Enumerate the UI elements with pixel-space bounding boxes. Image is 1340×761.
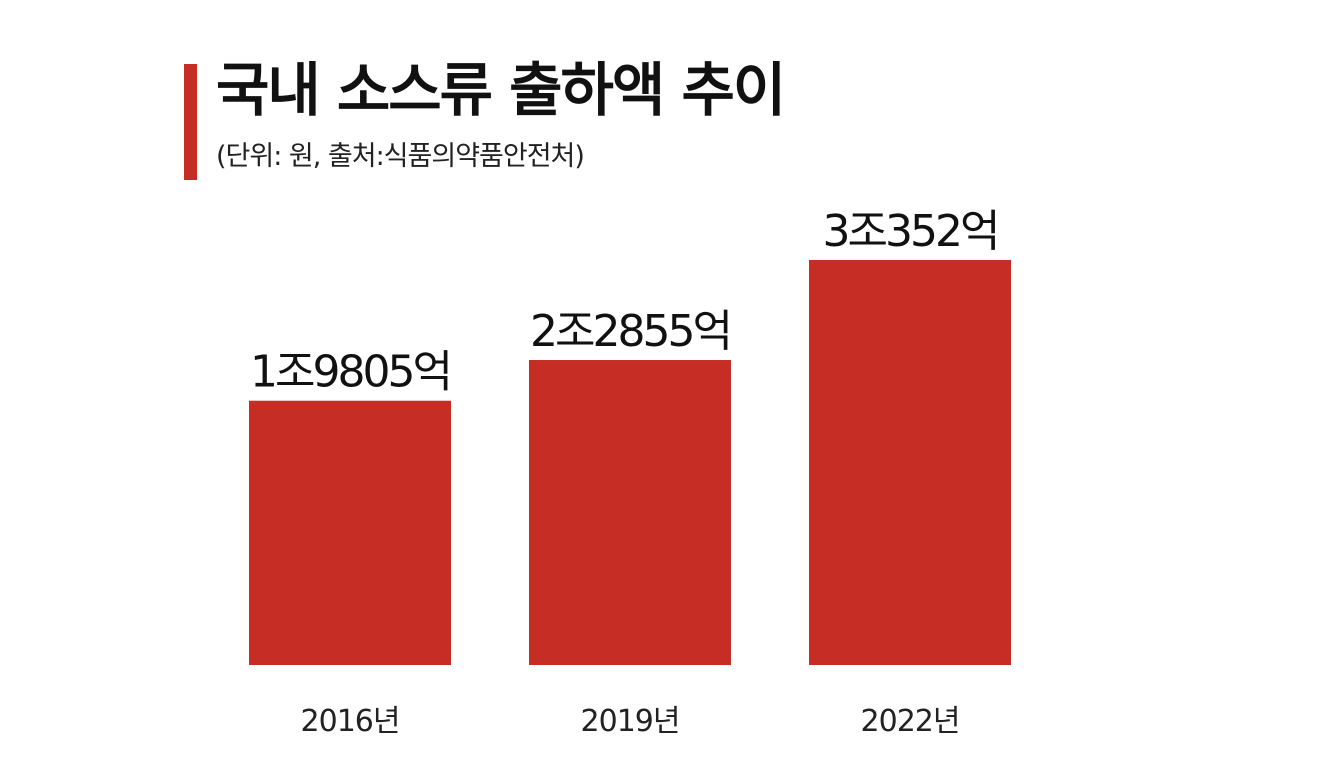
bar-0: [249, 400, 451, 665]
data-label-1: 2조2855억: [530, 306, 730, 357]
chart-title: 국내 소스류 출하액 추이: [216, 56, 786, 124]
data-label-2: 3조352억: [823, 206, 998, 257]
bar-2: [809, 259, 1011, 665]
category-label-1: 2019년: [581, 704, 680, 739]
title-accent-bar: [184, 64, 197, 180]
category-label-0: 2016년: [301, 704, 400, 739]
chart-subtitle: (단위: 원, 출처:식품의약품안전처): [216, 141, 585, 172]
bar-1: [529, 360, 731, 665]
data-label-0: 1조9805억: [250, 347, 450, 398]
category-label-2: 2022년: [861, 704, 960, 739]
